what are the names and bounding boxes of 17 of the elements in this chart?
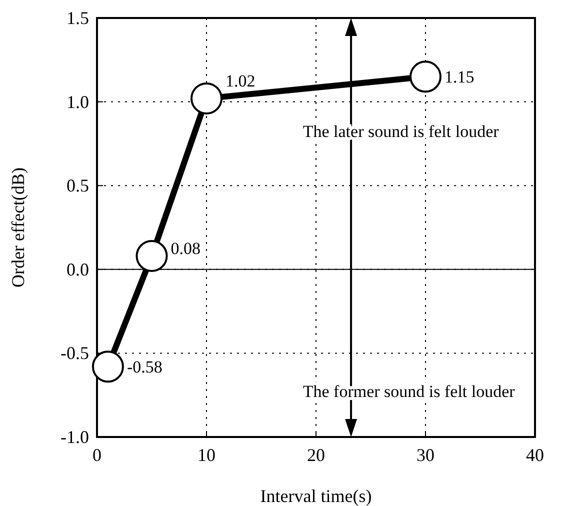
data-label: 1.02 [226,71,256,90]
y-tick-label: -0.5 [60,343,89,364]
y-tick-label: -1.0 [60,427,89,447]
x-tick-label: 0 [92,445,102,465]
data-label: -0.58 [126,358,162,377]
x-axis-title: Interval time(s) [260,486,372,506]
x-tick-label: 40 [526,445,544,465]
y-tick-label: 0.0 [66,259,89,280]
x-tick-label: 10 [198,445,216,465]
data-label: 1.15 [444,68,474,87]
data-label: 0.08 [170,238,200,258]
y-tick-label: 1.5 [66,8,89,28]
y-tick-label: 0.5 [66,176,89,196]
y-axis-title: Order effect(dB) [8,167,28,288]
y-tick-label: 1.0 [66,92,89,112]
x-tick-label: 30 [416,445,434,465]
x-tick-label: 20 [307,445,325,465]
